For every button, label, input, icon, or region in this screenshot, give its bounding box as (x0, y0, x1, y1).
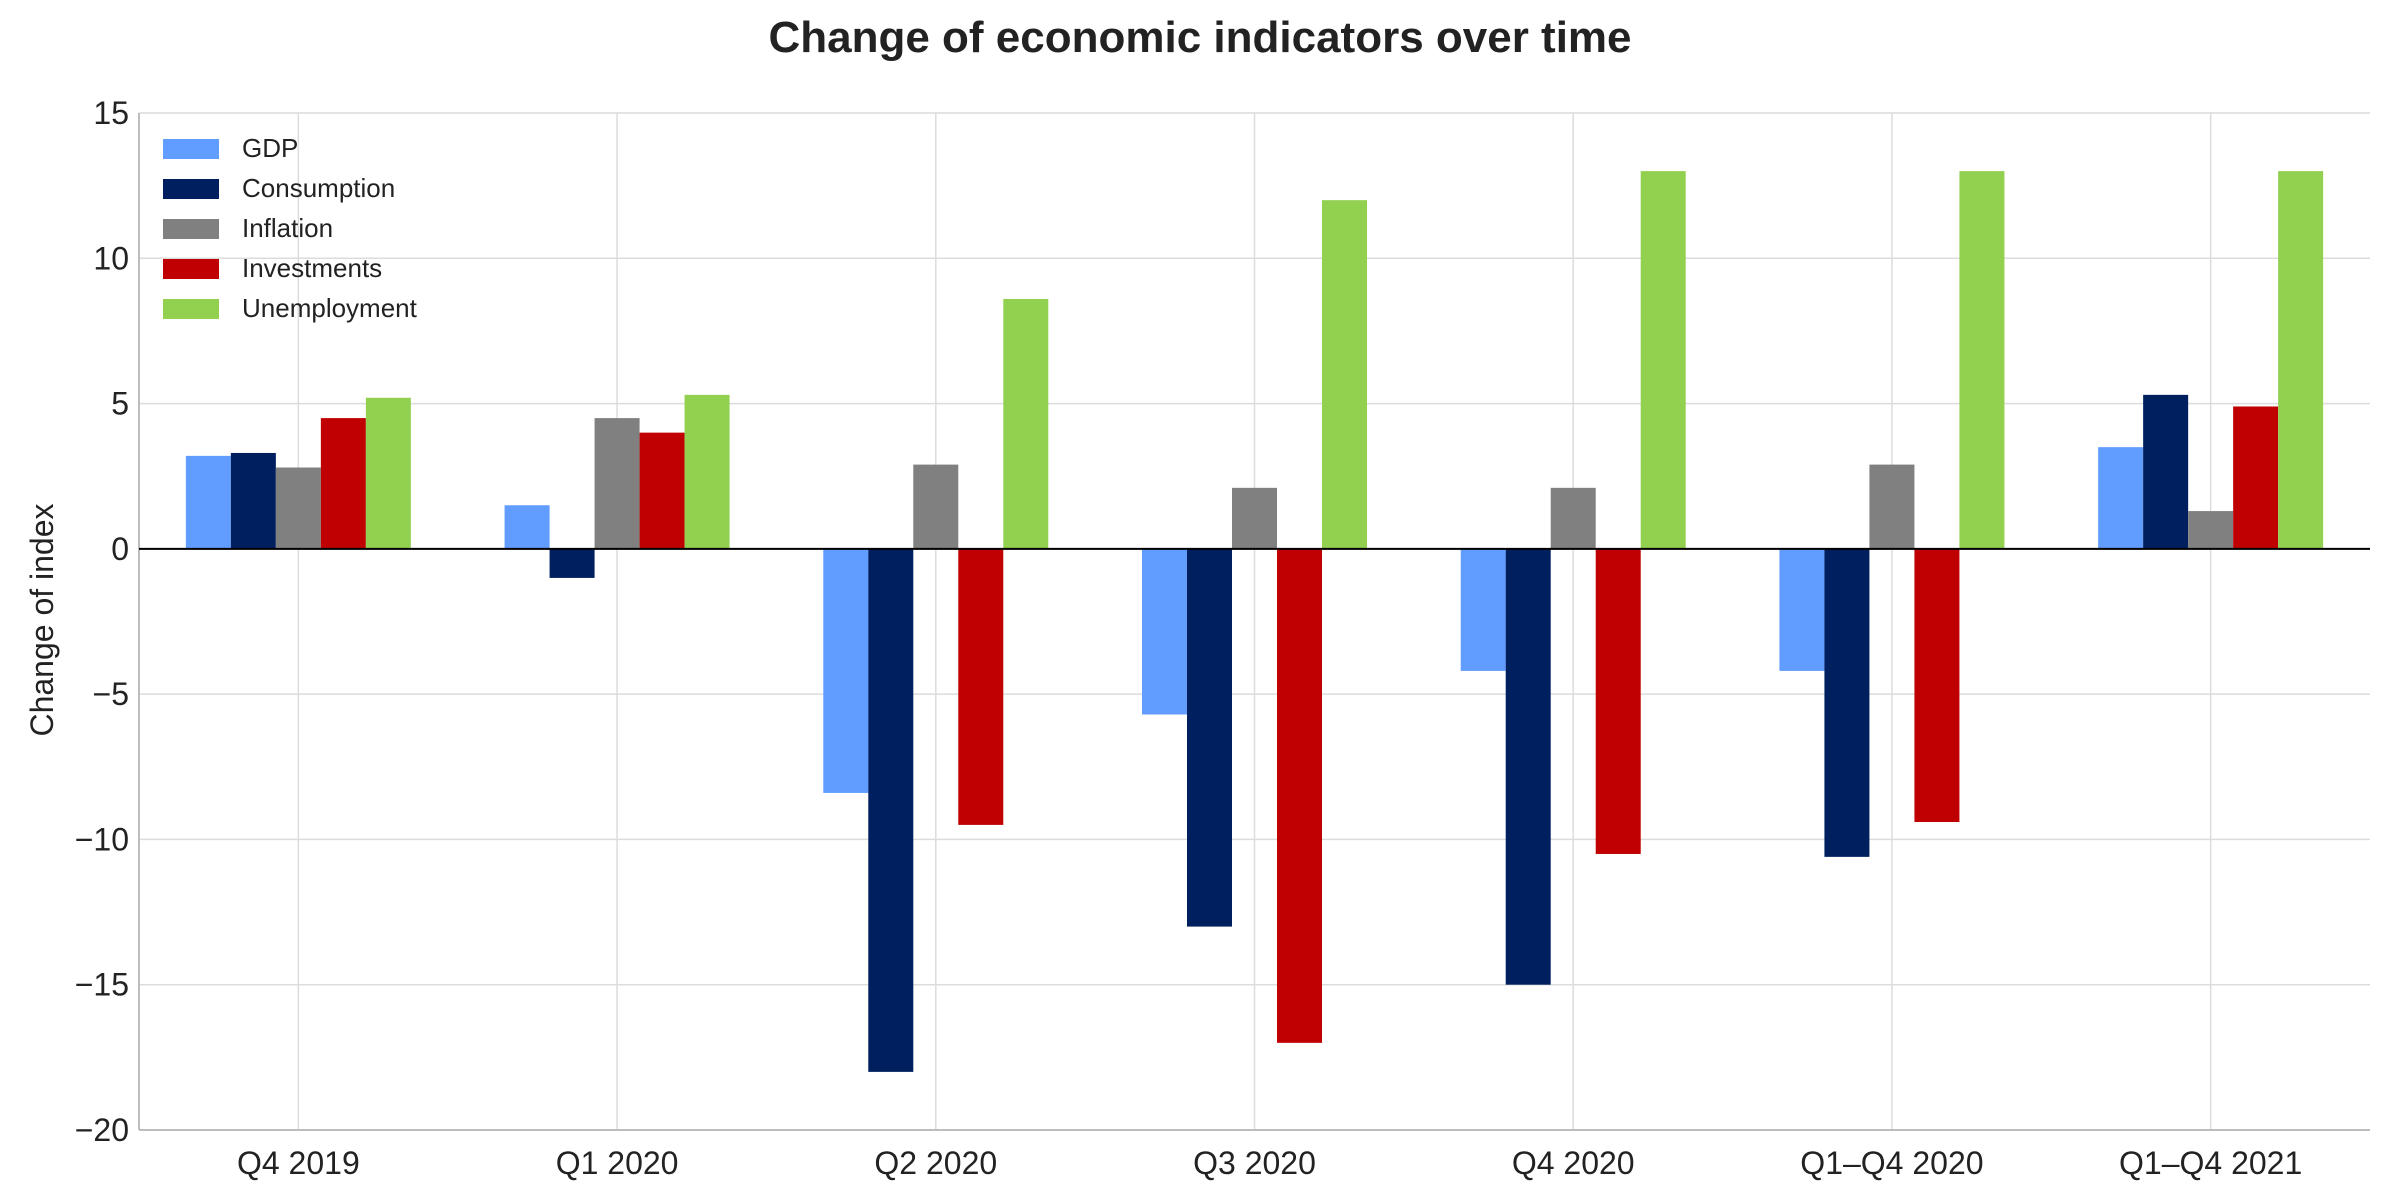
bar-consumption (1824, 548, 1870, 857)
bar-investments (1595, 548, 1641, 854)
x-tick-label: Q1–Q4 2020 (1800, 1145, 1983, 1181)
bar-gdp (823, 548, 869, 793)
legend-label: Unemployment (242, 293, 418, 323)
bar-gdp (185, 455, 231, 549)
bar-gdp (1142, 548, 1187, 715)
legend-swatch (163, 219, 219, 239)
y-axis-label: Change of index (24, 503, 60, 736)
axes (138, 113, 2370, 1131)
grid-lines (139, 112, 2370, 1131)
legend-swatch (163, 299, 219, 319)
legend-label: Investments (242, 253, 382, 283)
y-tick-label: 10 (93, 240, 129, 276)
x-tick-label: Q4 2019 (237, 1145, 360, 1181)
bar-investments (2233, 406, 2279, 549)
y-tick-label: −5 (93, 676, 129, 712)
y-tick-label: 5 (111, 386, 129, 422)
x-tick-labels: Q4 2019 Q1 2020 Q2 2020 Q3 2020 Q4 2020 Q1–Q4… (237, 1145, 2302, 1181)
bar-unemployment (1322, 200, 1367, 549)
bar-consumption (230, 452, 276, 549)
bar-unemployment (1959, 171, 2005, 549)
bar-unemployment (2278, 171, 2324, 549)
bar-inflation (594, 418, 640, 549)
legend-label: Inflation (242, 213, 333, 243)
bar-consumption (2143, 394, 2189, 549)
bar-consumption (868, 548, 914, 1072)
y-tick-label: 15 (93, 95, 129, 131)
bar-consumption (1505, 548, 1551, 985)
legend-label: Consumption (242, 173, 395, 203)
bars (185, 171, 2324, 1072)
bar-investments (639, 432, 685, 549)
bar-inflation (913, 464, 959, 549)
bar-inflation (1869, 464, 1915, 549)
y-tick-labels: 15 10 5 0 −5 −10 −15 −20 (75, 95, 129, 1148)
bar-unemployment (1640, 171, 1686, 549)
bar-unemployment (365, 397, 411, 549)
y-tick-label: −15 (75, 967, 129, 1003)
bar-inflation (275, 467, 321, 549)
y-tick-label: −20 (75, 1112, 129, 1148)
x-tick-label: Q3 2020 (1193, 1145, 1316, 1181)
bar-inflation (1232, 487, 1277, 549)
legend-swatch (163, 179, 219, 199)
chart-title: Change of economic indicators over time (768, 13, 1631, 62)
bar-investments (1914, 548, 1960, 822)
bar-consumption (549, 548, 595, 578)
bar-investments (1277, 548, 1322, 1043)
bar-unemployment (684, 394, 730, 549)
bar-inflation (1550, 487, 1596, 549)
bar-gdp (504, 505, 550, 549)
legend: GDP Consumption Inflation Investments Unempl… (163, 133, 418, 323)
legend-swatch (163, 259, 219, 279)
bar-investments (958, 548, 1004, 825)
bar-gdp (2098, 447, 2144, 549)
y-tick-label: −10 (75, 821, 129, 857)
legend-swatch (163, 139, 219, 159)
bar-investments (320, 418, 366, 549)
x-tick-label: Q1–Q4 2021 (2119, 1145, 2302, 1181)
y-tick-label: 0 (111, 531, 129, 567)
bar-gdp (1779, 548, 1825, 671)
bar-consumption (1187, 548, 1232, 927)
x-tick-label: Q2 2020 (874, 1145, 997, 1181)
legend-label: GDP (242, 133, 298, 163)
bar-unemployment (1003, 298, 1049, 549)
bar-inflation (2188, 511, 2234, 549)
bar-gdp (1460, 548, 1506, 671)
x-tick-label: Q1 2020 (556, 1145, 679, 1181)
x-tick-label: Q4 2020 (1512, 1145, 1635, 1181)
